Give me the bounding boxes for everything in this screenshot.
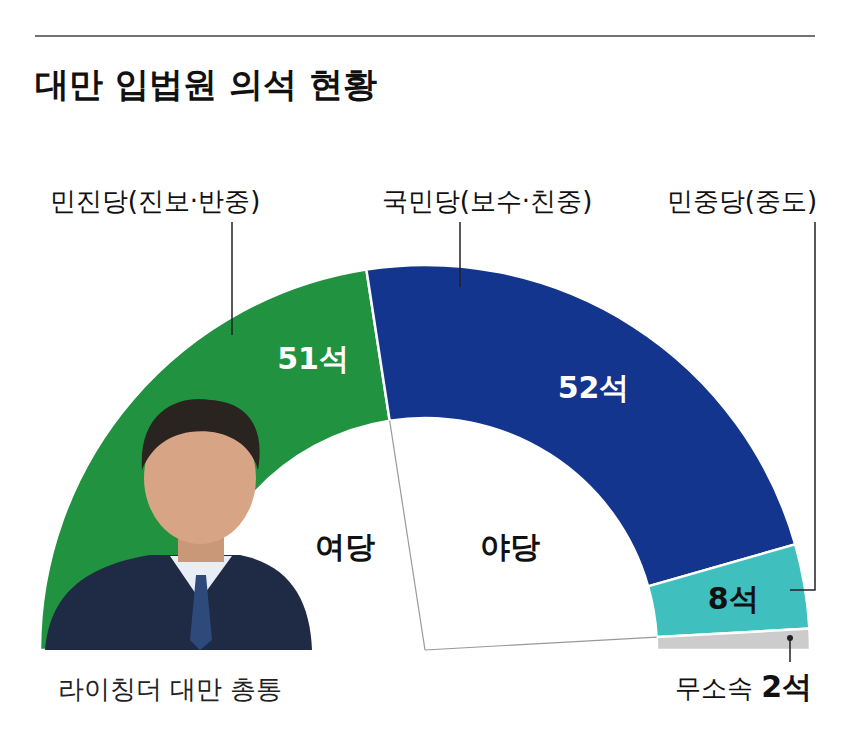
category-label: 국민당(보수·친중) <box>382 186 593 216</box>
chart: 대만 입법원 의석 현황여당 야당라이칭더 대만 총통 51석 52석 8석 민진당(진보… <box>0 0 850 729</box>
data-label: 8석 <box>708 581 759 616</box>
top-rule <box>35 35 815 37</box>
portrait <box>45 399 312 650</box>
category-label: 민진당(진보·반중) <box>50 186 261 216</box>
category-label: 무소속 2석 <box>675 669 812 704</box>
data-label: 52석 <box>558 370 630 405</box>
opposition-label: 야당 <box>480 529 540 564</box>
separator <box>425 637 657 650</box>
hair <box>142 399 260 470</box>
leader-line <box>789 638 791 662</box>
leader-line <box>790 222 815 590</box>
suit <box>45 555 312 650</box>
segment <box>40 269 390 650</box>
data-label: 51석 <box>277 341 349 376</box>
tie <box>190 575 212 650</box>
data-label: 2석 <box>761 669 812 704</box>
segment <box>366 265 795 586</box>
title: 대만 입법원 의석 현황 <box>35 64 377 104</box>
ruling-label: 여당 <box>315 529 375 564</box>
leader-line <box>231 222 233 335</box>
leader-line <box>459 222 461 287</box>
category-name: 무소속 <box>675 673 761 703</box>
separator <box>390 421 425 650</box>
segment <box>648 544 809 637</box>
chart-root: 대만 입법원 의석 현황여당 야당라이칭더 대만 총통 51석 52석 8석 민진당(진보… <box>0 0 850 729</box>
category-label: 민중당(중도) <box>667 186 817 216</box>
segment <box>657 629 810 650</box>
caption: 라이칭더 대만 총통 <box>58 674 283 704</box>
segments <box>40 265 810 650</box>
